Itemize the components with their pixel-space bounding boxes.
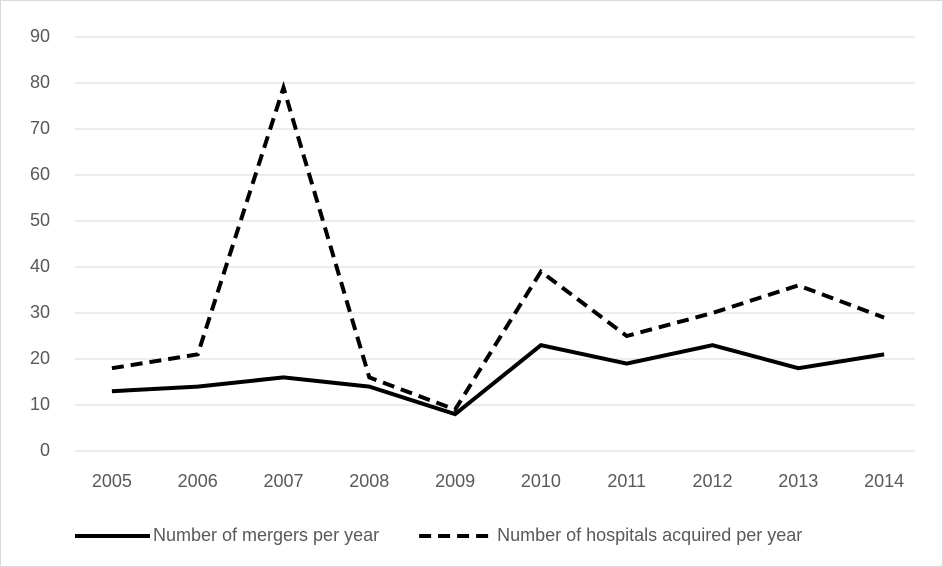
y-tick-label: 90 [30,26,50,46]
y-tick-label: 80 [30,72,50,92]
x-tick-label: 2014 [864,471,904,491]
x-tick-label: 2010 [521,471,561,491]
x-tick-label: 2013 [778,471,818,491]
y-tick-label: 40 [30,256,50,276]
y-tick-label: 70 [30,118,50,138]
series-line [111,80,885,413]
legend-label: Number of hospitals acquired per year [497,525,802,545]
x-tick-label: 2009 [435,471,475,491]
y-tick-label: 60 [30,164,50,184]
legend-label: Number of mergers per year [153,525,379,545]
y-tick-label: 20 [30,348,50,368]
y-tick-label: 0 [40,440,50,460]
x-tick-label: 2006 [178,471,218,491]
y-tick-label: 10 [30,394,50,414]
series-line [111,343,885,417]
y-tick-label: 50 [30,210,50,230]
x-tick-label: 2008 [349,471,389,491]
x-tick-label: 2011 [607,471,646,491]
x-tick-label: 2007 [263,471,303,491]
x-tick-label: 2012 [692,471,732,491]
y-tick-label: 30 [30,302,50,322]
x-tick-label: 2005 [92,471,132,491]
